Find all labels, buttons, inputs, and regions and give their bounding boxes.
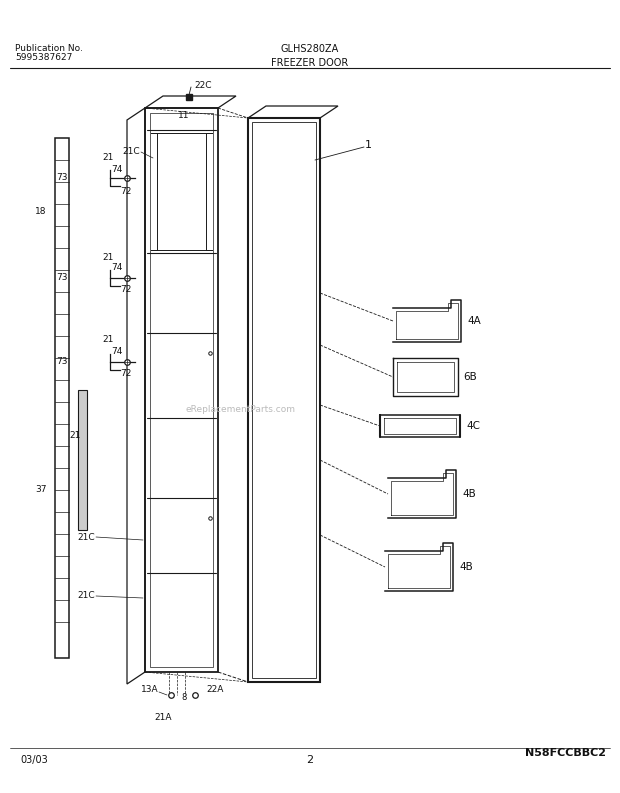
Polygon shape (78, 390, 87, 530)
Text: N58FCCBBC2: N58FCCBBC2 (525, 748, 606, 758)
Text: eReplacementParts.com: eReplacementParts.com (185, 405, 295, 415)
Text: 72: 72 (120, 285, 131, 294)
Text: 37: 37 (35, 485, 46, 495)
Text: 72: 72 (120, 369, 131, 377)
Text: GLHS280ZA: GLHS280ZA (281, 44, 339, 54)
Text: 74: 74 (112, 166, 123, 174)
Text: 21: 21 (69, 431, 81, 439)
Text: 21C: 21C (122, 147, 140, 156)
Text: 21: 21 (102, 154, 113, 163)
Text: 22C: 22C (194, 81, 211, 90)
Text: 5995387627: 5995387627 (15, 53, 73, 62)
Text: 4A: 4A (467, 316, 480, 326)
Text: FREEZER DOOR: FREEZER DOOR (272, 58, 348, 68)
Text: 1: 1 (365, 140, 372, 150)
Text: 21C: 21C (78, 592, 95, 600)
Text: 03/03: 03/03 (20, 755, 48, 765)
Text: 11: 11 (179, 110, 190, 120)
Text: 4C: 4C (466, 421, 480, 431)
Text: 21A: 21A (154, 712, 172, 722)
Text: 73: 73 (56, 358, 68, 366)
Text: 74: 74 (112, 347, 123, 357)
Text: 73: 73 (56, 174, 68, 182)
Text: 6B: 6B (463, 372, 477, 382)
Text: 18: 18 (35, 208, 46, 216)
Text: 21C: 21C (78, 533, 95, 542)
Text: 22A: 22A (206, 685, 223, 695)
Text: 72: 72 (120, 187, 131, 197)
Text: 2: 2 (306, 755, 314, 765)
Text: 73: 73 (56, 274, 68, 282)
Text: 13A: 13A (141, 685, 159, 695)
Text: 4B: 4B (459, 562, 472, 572)
Text: 21: 21 (102, 335, 113, 344)
Text: 21: 21 (102, 252, 113, 262)
Text: 74: 74 (112, 263, 123, 273)
Text: Publication No.: Publication No. (15, 44, 83, 53)
Text: 8: 8 (181, 692, 187, 702)
Text: 4B: 4B (462, 489, 476, 499)
